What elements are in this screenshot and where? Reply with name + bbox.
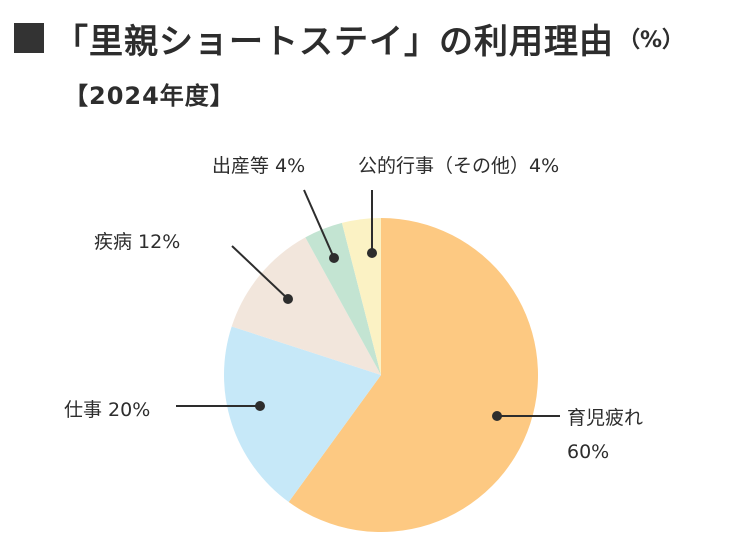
slice-label-work: 仕事 20% bbox=[64, 399, 150, 421]
chart-title: 「里親ショートステイ」の利用理由 bbox=[54, 21, 614, 62]
leader-dot-childcare bbox=[492, 411, 502, 421]
title-square-icon bbox=[14, 23, 44, 53]
leader-line-childbirth bbox=[303, 189, 335, 259]
pie-slices bbox=[223, 218, 538, 532]
slice-label-childcare: 育児疲れ bbox=[567, 407, 643, 429]
chart-subtitle: 【2024年度】 bbox=[64, 82, 235, 110]
pie-slice-childbirth bbox=[305, 222, 381, 375]
pie-slice-work bbox=[223, 326, 381, 503]
leader-dot-public-events bbox=[367, 248, 377, 258]
slice-value-childcare: 60% bbox=[567, 441, 609, 463]
pie-slice-childcare bbox=[288, 218, 538, 532]
chart-title-row: 「里親ショートステイ」の利用理由 （%） bbox=[14, 14, 684, 62]
slice-label-public-events: 公的行事（その他）4% bbox=[358, 155, 559, 177]
leader-line-illness bbox=[231, 245, 289, 300]
leader-dot-work bbox=[255, 401, 265, 411]
leader-dot-childbirth bbox=[329, 253, 339, 263]
leader-dot-illness bbox=[283, 294, 293, 304]
leader-lines bbox=[176, 189, 560, 421]
slice-labels: 育児疲れ 60% 仕事 20% 疾病 12% 出産等 4% 公的行事（その他）4… bbox=[64, 155, 643, 463]
slice-label-childbirth: 出産等 4% bbox=[212, 155, 305, 177]
chart-unit: （%） bbox=[618, 28, 685, 53]
pie-slice-illness bbox=[231, 237, 381, 375]
slice-label-illness: 疾病 12% bbox=[94, 231, 180, 253]
